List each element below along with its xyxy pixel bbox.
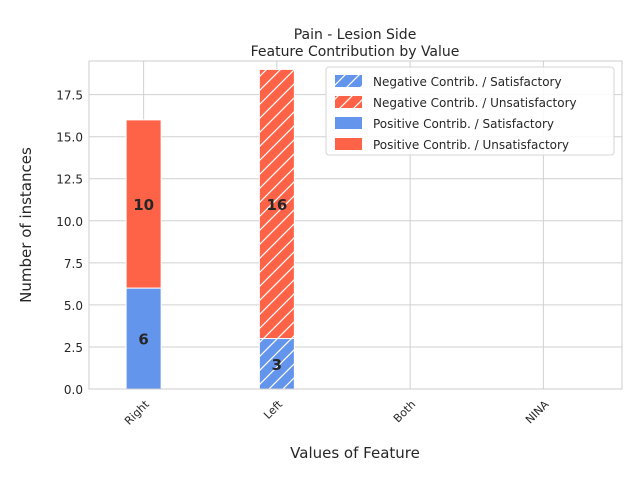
- y-tick-label: 5.0: [64, 299, 83, 313]
- chart-subtitle: Feature Contribution by Value: [251, 44, 460, 60]
- legend-entry-label: Negative Contrib. / Unsatisfactory: [373, 96, 577, 110]
- data-label: 6: [138, 331, 148, 349]
- y-tick-label: 15.0: [56, 131, 83, 145]
- bar-right-unsatisfactory-positive: [125, 119, 162, 289]
- data-label: 10: [133, 196, 154, 214]
- bar-right-satisfactory-positive: [125, 287, 162, 390]
- plot-frame: [88, 60, 623, 390]
- legend-swatch: [335, 138, 362, 150]
- legend-entry-label: Negative Contrib. / Satisfactory: [373, 75, 562, 89]
- x-tick-label: Left: [261, 397, 285, 421]
- legend-swatch-hatch: [335, 96, 362, 108]
- y-tick-label: 10.0: [56, 215, 83, 229]
- legend-entry-label: Positive Contrib. / Unsatisfactory: [373, 138, 569, 152]
- y-tick-label: 7.5: [64, 257, 83, 271]
- chart-legend: Negative Contrib. / Satisfactory Negative…: [325, 66, 615, 156]
- y-tick-label: 0.0: [64, 383, 83, 397]
- x-tick-label: NINA: [523, 398, 552, 427]
- data-label: 3: [272, 356, 282, 374]
- y-tick-label: 12.5: [56, 173, 83, 187]
- x-tick-label: Both: [391, 398, 418, 425]
- bar-hatch-overlay: [259, 69, 295, 339]
- bar-hatch-overlay: [259, 338, 295, 389]
- data-label: 16: [266, 196, 287, 214]
- chart-title: Pain - Lesion Side: [294, 27, 417, 43]
- legend-swatch: [335, 117, 362, 129]
- legend-swatch-hatch: [335, 75, 362, 87]
- y-tick-label: 2.5: [64, 341, 83, 355]
- legend-frame: [325, 66, 615, 156]
- y-tick-label: 17.5: [56, 89, 83, 103]
- x-tick-label: Right: [122, 397, 152, 427]
- x-axis-label: Values of Feature: [290, 444, 420, 462]
- legend-entry-label: Positive Contrib. / Satisfactory: [373, 117, 554, 131]
- y-axis-label: Number of instances: [17, 147, 35, 303]
